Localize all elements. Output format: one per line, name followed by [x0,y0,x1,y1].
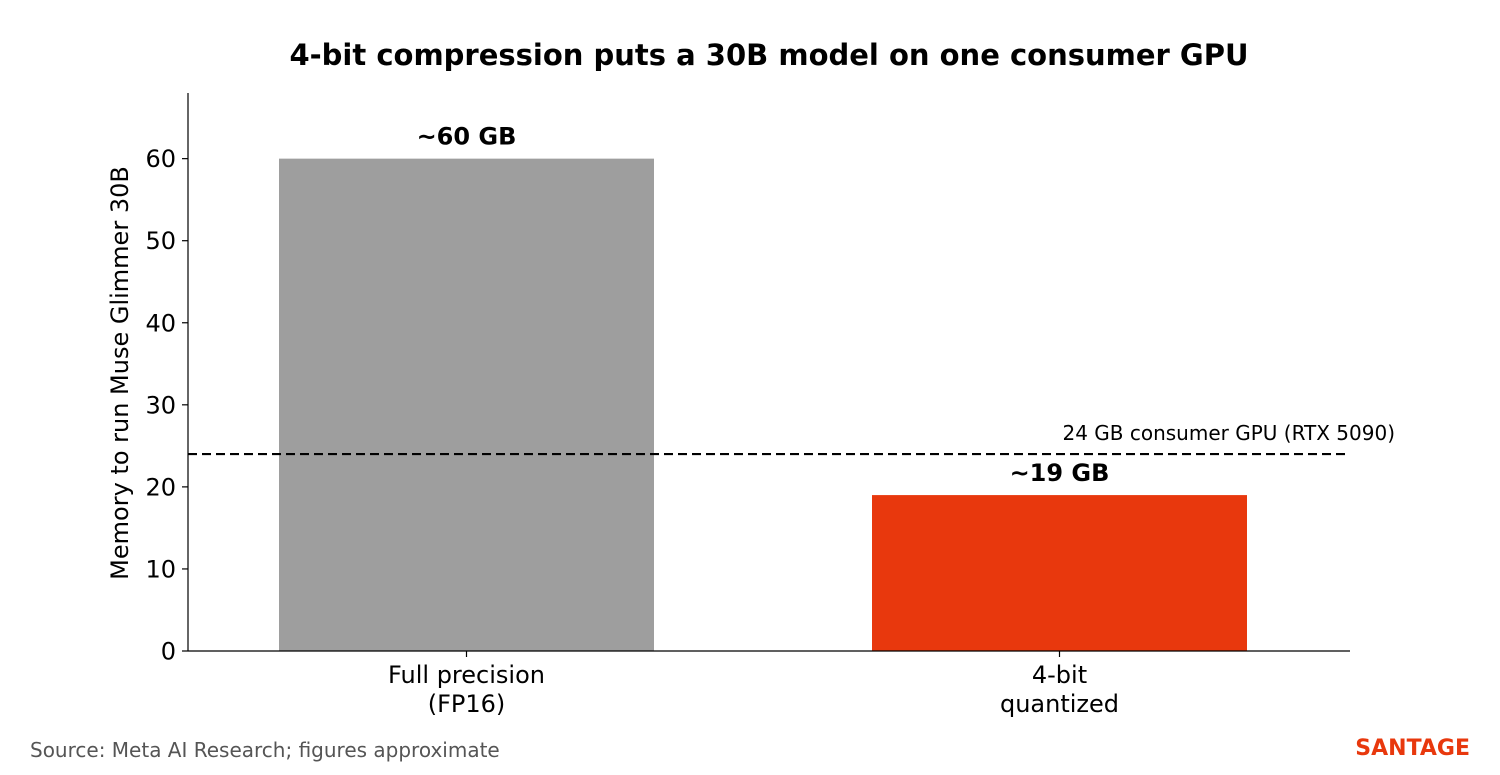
y-tick-label: 10 [145,555,176,583]
bar-data-label: ~60 GB [417,123,517,151]
x-tick-label: (FP16) [428,690,506,718]
bar [279,158,654,651]
x-tick-label: 4-bit [1032,661,1087,689]
y-tick-label: 40 [145,309,176,337]
bar [872,495,1247,651]
chart-title: 4-bit compression puts a 30B model on on… [289,38,1248,72]
bar-data-label: ~19 GB [1010,459,1110,487]
brand-logo: SANTAGE [1355,736,1470,761]
plot-area: ~60 GB Full precision(FP16) ~19 GB 4-bitqua… [106,93,1395,718]
source-note: Source: Meta AI Research; figures approx… [30,738,500,762]
y-tick-label: 20 [145,473,176,501]
reference-line-label: 24 GB consumer GPU (RTX 5090) [1062,421,1395,445]
y-tick-label: 50 [145,227,176,255]
x-tick-label: quantized [1000,690,1119,718]
y-tick-label: 30 [145,391,176,419]
y-axis-label: Memory to run Muse Glimmer 30B [106,166,134,580]
x-tick-label: Full precision [388,661,545,689]
y-tick-label: 60 [145,145,176,173]
y-tick-label: 0 [161,638,176,666]
